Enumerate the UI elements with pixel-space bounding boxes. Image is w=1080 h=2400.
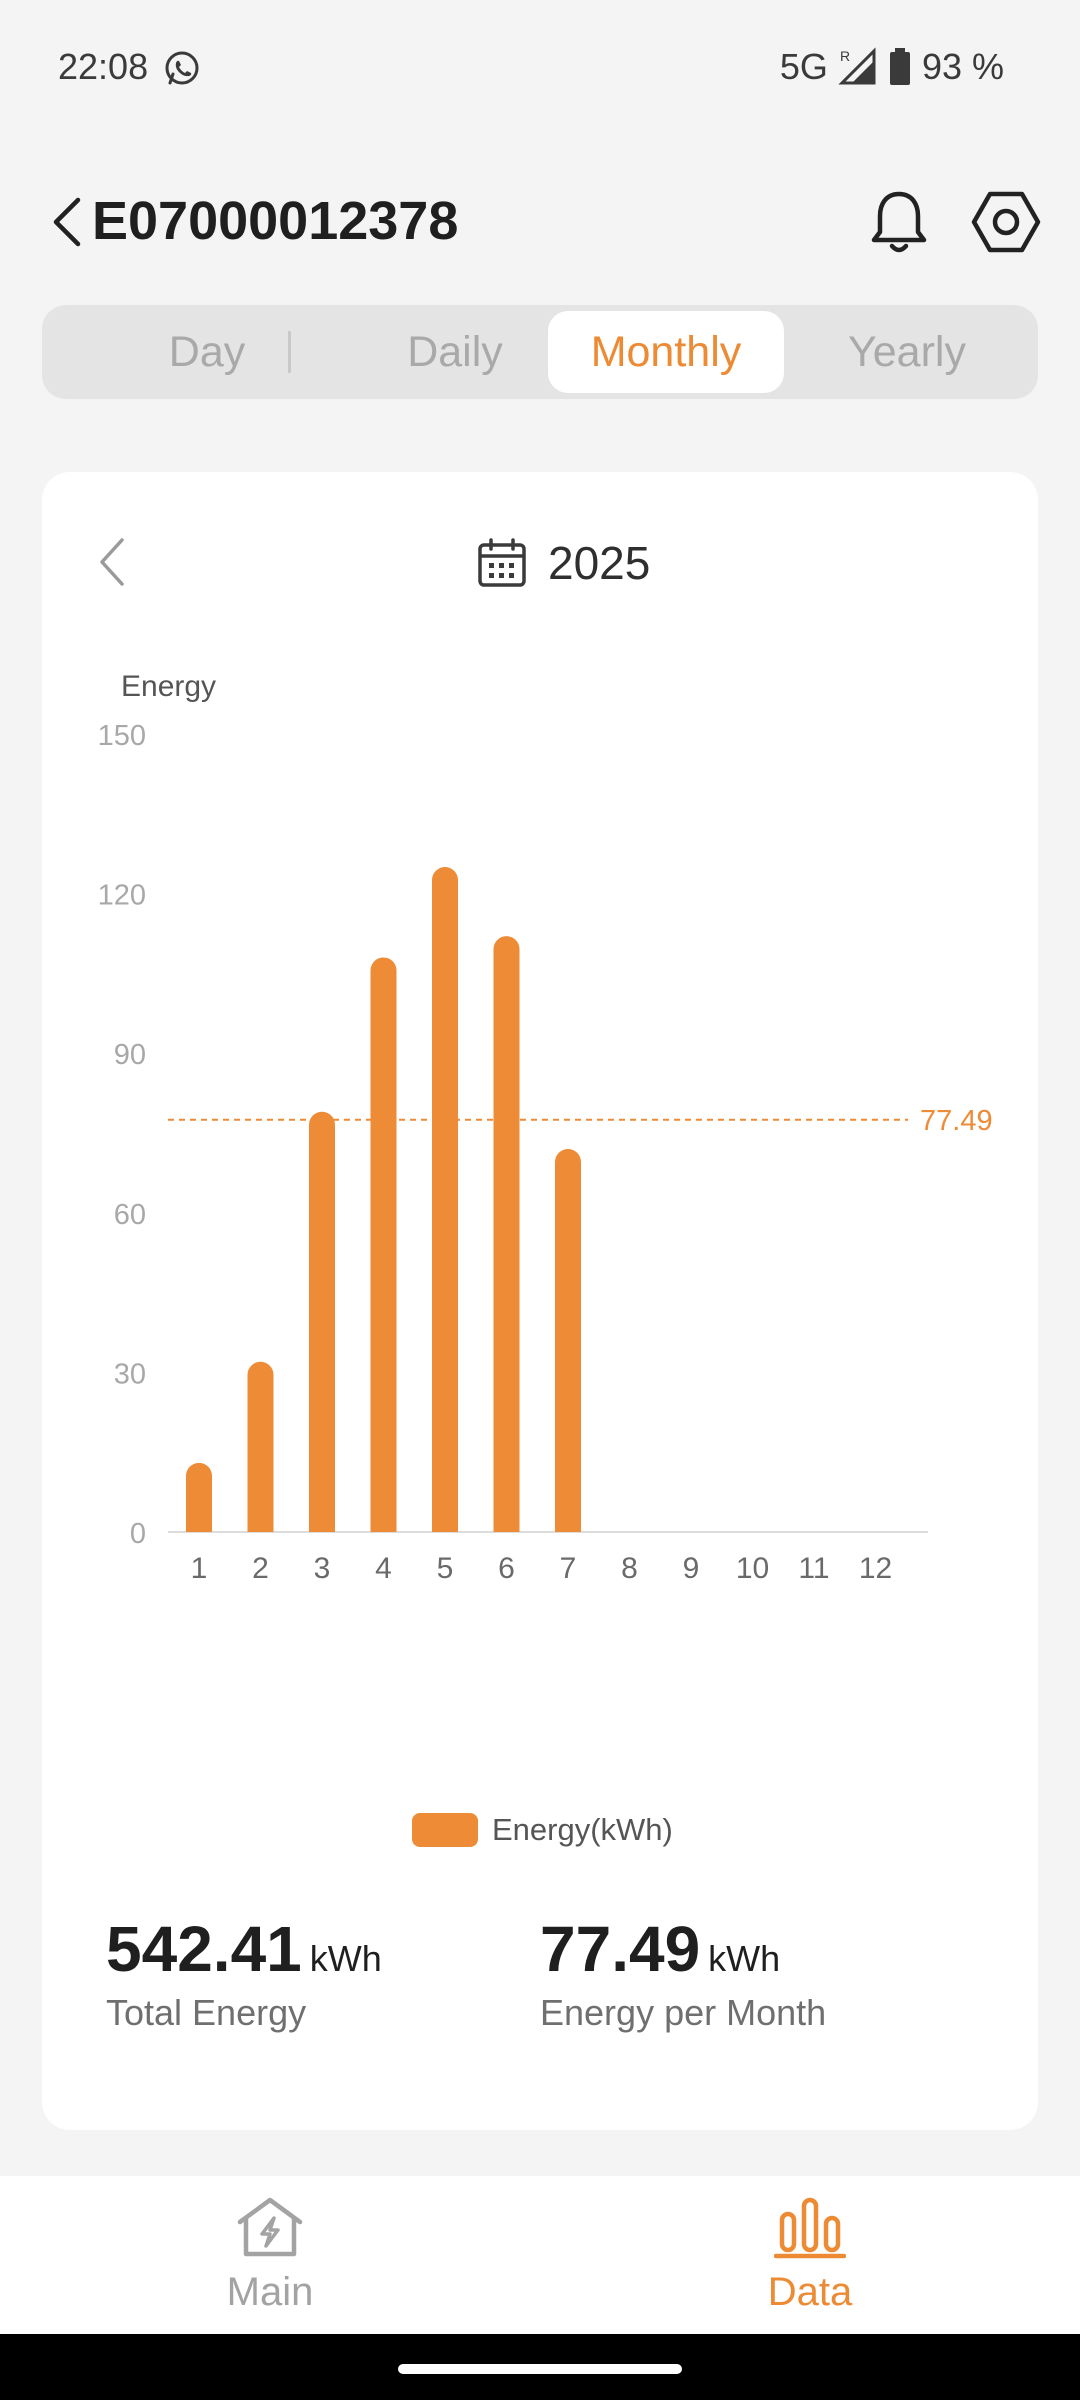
network-label: 5G: [779, 46, 828, 87]
x-tick-label: 11: [798, 1552, 829, 1585]
battery-level: 93 %: [921, 46, 1004, 87]
page-title: E07000012378: [92, 191, 459, 251]
chevron-left-icon[interactable]: [92, 532, 132, 592]
x-tick-label: 1: [191, 1552, 208, 1585]
legend-label: Energy(kWh): [492, 1812, 673, 1847]
tab-monthly[interactable]: Monthly: [548, 311, 784, 393]
y-tick-label: 150: [98, 720, 146, 752]
bar-month-6: [493, 936, 520, 1532]
x-tick-label: 9: [683, 1552, 700, 1585]
bar-month-1: [186, 1462, 212, 1532]
bell-icon[interactable]: [866, 186, 932, 258]
chart-legend: Energy(kWh): [412, 1812, 673, 1848]
y-tick-label: 90: [114, 1039, 146, 1071]
nav-main[interactable]: Main: [150, 2194, 390, 2315]
home-bolt-icon: [237, 2197, 303, 2257]
app-header: E07000012378: [0, 170, 1080, 270]
y-axis-title: Energy: [121, 670, 216, 703]
legend-swatch: [412, 1813, 478, 1847]
bottom-nav: Main Data: [0, 2176, 1080, 2334]
monthly-energy-stat: 77.49 kWh Energy per Month: [540, 1912, 826, 2034]
bar-month-2: [247, 1361, 274, 1532]
tab-daily[interactable]: Daily: [407, 328, 503, 376]
x-tick-label: 10: [736, 1552, 769, 1585]
y-tick-label: 60: [114, 1199, 146, 1231]
y-tick-label: 30: [114, 1358, 146, 1390]
battery-icon: [889, 48, 910, 85]
x-tick-label: 12: [859, 1552, 892, 1585]
bar-month-3: [309, 1111, 335, 1532]
system-gesture-area: [0, 2334, 1080, 2400]
total-energy-value: 542.41: [106, 1913, 302, 1985]
calendar-icon: [478, 538, 526, 587]
average-reference-label: 77.49: [920, 1105, 993, 1137]
x-tick-label: 2: [252, 1552, 269, 1585]
energy-card: 2025 Energy 0 30 60 90 120 150 1 2 3 4 5 6 7 8 9 10 11 12 7…: [42, 472, 1038, 2130]
x-tick-label: 7: [560, 1552, 577, 1585]
date-label: 2025: [548, 537, 651, 589]
signal-icon: R: [838, 47, 876, 85]
bar-month-4: [370, 957, 397, 1532]
home-gesture-bar[interactable]: [398, 2364, 682, 2374]
y-tick-label: 120: [98, 880, 146, 912]
period-tabs: Day Daily Monthly Yearly: [42, 305, 1038, 399]
nav-main-label: Main: [226, 2270, 314, 2314]
hexagon-settings-icon[interactable]: [970, 186, 1042, 258]
tab-day[interactable]: Day: [168, 328, 246, 376]
total-energy-label: Total Energy: [106, 1992, 307, 2033]
y-tick-label: 0: [130, 1518, 146, 1550]
monthly-energy-value: 77.49: [540, 1913, 701, 1985]
status-time: 22:08: [58, 46, 149, 87]
bar-month-5: [432, 867, 458, 1532]
nav-data[interactable]: Data: [690, 2194, 930, 2315]
back-arrow-icon[interactable]: [44, 194, 94, 250]
monthly-energy-label: Energy per Month: [540, 1992, 827, 2033]
status-bar: 22:08 5G R 93 %: [0, 0, 1080, 135]
tab-divider: [288, 331, 291, 373]
x-tick-label: 6: [498, 1552, 515, 1585]
total-energy-stat: 542.41 kWh Total Energy: [106, 1912, 382, 2034]
nav-data-label: Data: [767, 2270, 853, 2314]
total-energy-unit: kWh: [309, 1938, 382, 1979]
roaming-label: R: [840, 48, 850, 64]
tab-yearly[interactable]: Yearly: [848, 328, 966, 376]
x-tick-label: 3: [314, 1552, 331, 1585]
status-indicators: 5G R 93 %: [780, 46, 1004, 88]
x-tick-label: 8: [621, 1552, 638, 1585]
whatsapp-icon: [165, 51, 199, 85]
x-tick-label: 4: [375, 1552, 392, 1585]
monthly-energy-unit: kWh: [708, 1938, 781, 1979]
date-selector[interactable]: 2025: [476, 536, 650, 590]
bar-month-7: [555, 1148, 581, 1532]
bar-chart-icon: [774, 2197, 846, 2259]
x-tick-label: 5: [437, 1552, 454, 1585]
